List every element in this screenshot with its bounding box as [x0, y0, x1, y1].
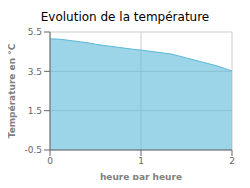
svg-text:3.5: 3.5	[28, 67, 42, 77]
svg-text:2: 2	[229, 156, 235, 166]
html-text:Evolution de la température: Evolution de la température	[40, 10, 210, 24]
svg-text:1.5: 1.5	[28, 106, 42, 116]
svg-text:heure par heure: heure par heure	[100, 172, 182, 180]
svg-text:1: 1	[138, 156, 144, 166]
svg-text:5.5: 5.5	[28, 27, 42, 37]
svg-text:0: 0	[47, 156, 53, 166]
svg-text:Température en °C: Température en °C	[8, 43, 17, 138]
svg-text:-0.5: -0.5	[24, 145, 42, 155]
